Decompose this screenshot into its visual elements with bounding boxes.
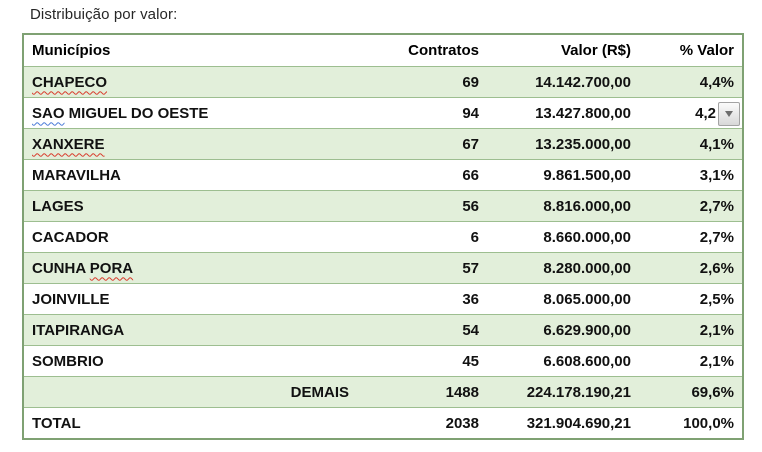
pct-cell: 3,1% (699, 166, 734, 184)
municipio-text: SOMBRIO (32, 352, 104, 370)
municipio-text: ITAPIRANGA (32, 321, 125, 339)
table-row: XANXERE 67 13.235.000,00 4,1% (24, 128, 742, 159)
header-pct-valor: % Valor (679, 42, 734, 59)
contratos-cell: 36 (462, 290, 479, 308)
municipio-cell: JOINVILLE (24, 285, 357, 314)
table-header-row: Municípios Contratos Valor (R$) % Valor (24, 35, 742, 66)
table-row: SOMBRIO 45 6.608.600,00 2,1% (24, 345, 742, 376)
table-row-demais: DEMAIS 1488 224.178.190,21 69,6% (24, 376, 742, 407)
municipio-text: TOTAL (32, 414, 81, 432)
municipio-text: MARAVILHA (32, 166, 121, 184)
municipio-cell: CHAPECO (24, 68, 357, 97)
header-valor: Valor (R$) (560, 42, 631, 59)
municipio-cell: CUNHA PORA (24, 254, 357, 283)
pct-cell: 4,1% (699, 135, 734, 153)
table-row: CUNHA PORA 57 8.280.000,00 2,6% (24, 252, 742, 283)
table-row: CHAPECO 69 14.142.700,00 4,4% (24, 66, 742, 97)
municipio-text: MIGUEL DO OESTE (64, 104, 209, 122)
table-row: SAO MIGUEL DO OESTE 94 13.427.800,00 4,2 (24, 97, 742, 128)
contratos-cell: 67 (462, 135, 479, 153)
spreadsheet-table: Municípios Contratos Valor (R$) % Valor … (22, 33, 744, 440)
municipio-cell: SAO MIGUEL DO OESTE (24, 99, 357, 128)
valor-cell: 14.142.700,00 (535, 73, 631, 91)
municipio-text: SAO (32, 104, 65, 122)
valor-cell: 13.427.800,00 (535, 104, 631, 122)
pct-text: 4,2 (695, 104, 716, 122)
municipio-text: LAGES (32, 197, 84, 215)
pct-cell: 2,1% (699, 352, 734, 370)
pct-cell: 2,7% (699, 197, 734, 215)
municipio-cell: DEMAIS (24, 378, 357, 407)
valor-cell: 6.608.600,00 (543, 352, 631, 370)
pct-cell: 2,7% (699, 228, 734, 246)
municipio-text: JOINVILLE (32, 290, 110, 308)
table-row: MARAVILHA 66 9.861.500,00 3,1% (24, 159, 742, 190)
municipio-cell: CACADOR (24, 223, 357, 252)
table-row: LAGES 56 8.816.000,00 2,7% (24, 190, 742, 221)
pct-cell: 100,0% (683, 414, 734, 432)
dropdown-arrow-button[interactable] (718, 101, 740, 126)
municipio-cell: MARAVILHA (24, 161, 357, 190)
valor-cell: 9.861.500,00 (543, 166, 631, 184)
valor-cell: 8.065.000,00 (543, 290, 631, 308)
header-contratos: Contratos (408, 42, 479, 59)
contratos-cell: 94 (462, 104, 479, 122)
municipio-text: DEMAIS (290, 383, 349, 401)
contratos-cell: 56 (462, 197, 479, 215)
table-row: CACADOR 6 8.660.000,00 2,7% (24, 221, 742, 252)
municipio-cell: TOTAL (24, 409, 357, 438)
valor-cell: 8.816.000,00 (543, 197, 631, 215)
contratos-cell: 54 (462, 321, 479, 339)
header-municipios: Municípios (32, 42, 111, 59)
municipio-cell: SOMBRIO (24, 347, 357, 376)
pct-cell: 69,6% (691, 383, 734, 401)
contratos-cell: 57 (462, 259, 479, 277)
contratos-cell: 69 (462, 73, 479, 91)
municipio-cell: XANXERE (24, 130, 357, 159)
contratos-cell: 1488 (445, 383, 479, 401)
pct-cell: 2,1% (699, 321, 734, 339)
down-triangle-icon (725, 110, 733, 117)
municipio-cell: ITAPIRANGA (24, 316, 357, 345)
contratos-cell: 45 (462, 352, 479, 370)
valor-cell: 8.660.000,00 (543, 228, 631, 246)
municipio-text: XANXERE (32, 135, 105, 153)
table-row-total: TOTAL 2038 321.904.690,21 100,0% (24, 407, 742, 438)
table-row: JOINVILLE 36 8.065.000,00 2,5% (24, 283, 742, 314)
pct-cell: 4,2 (631, 99, 742, 128)
valor-cell: 13.235.000,00 (535, 135, 631, 153)
contratos-cell: 2038 (445, 414, 479, 432)
municipio-text: CACADOR (32, 228, 109, 246)
municipio-cell: LAGES (24, 192, 357, 221)
contratos-cell: 66 (462, 166, 479, 184)
municipio-text: CHAPECO (32, 73, 108, 91)
municipio-text: PORA (89, 259, 134, 277)
valor-cell: 8.280.000,00 (543, 259, 631, 277)
municipio-text: CUNHA (32, 259, 90, 277)
pct-cell: 4,4% (699, 73, 734, 91)
valor-cell: 6.629.900,00 (543, 321, 631, 339)
valor-cell: 224.178.190,21 (526, 383, 631, 401)
page-title: Distribuição por valor: (30, 6, 178, 23)
table-row: ITAPIRANGA 54 6.629.900,00 2,1% (24, 314, 742, 345)
pct-cell: 2,5% (699, 290, 734, 308)
valor-cell: 321.904.690,21 (526, 414, 631, 432)
pct-cell: 2,6% (699, 259, 734, 277)
contratos-cell: 6 (470, 228, 479, 246)
